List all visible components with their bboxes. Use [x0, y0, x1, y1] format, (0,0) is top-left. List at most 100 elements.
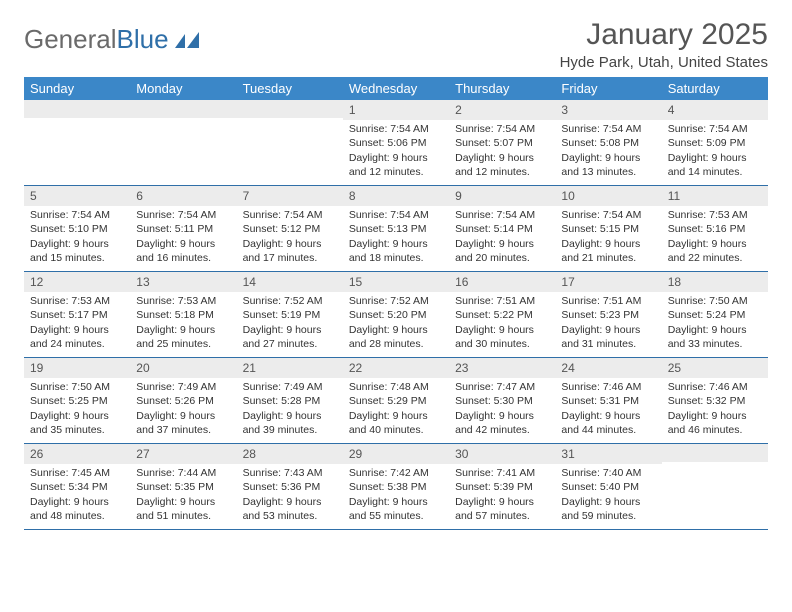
- day-line: Sunrise: 7:50 AM: [668, 294, 762, 308]
- day-line: and 59 minutes.: [561, 509, 655, 523]
- day-number: 22: [343, 358, 449, 378]
- day-line: Sunrise: 7:54 AM: [455, 122, 549, 136]
- day-line: Daylight: 9 hours: [136, 237, 230, 251]
- day-line: Sunset: 5:36 PM: [243, 480, 337, 494]
- day-header: Thursday: [449, 77, 555, 100]
- day-cell: 10Sunrise: 7:54 AMSunset: 5:15 PMDayligh…: [555, 186, 661, 271]
- day-number: 12: [24, 272, 130, 292]
- day-line: Sunrise: 7:53 AM: [30, 294, 124, 308]
- day-number: 14: [237, 272, 343, 292]
- week-row: 1Sunrise: 7:54 AMSunset: 5:06 PMDaylight…: [24, 100, 768, 186]
- logo: GeneralBlue: [24, 18, 201, 55]
- day-body: Sunrise: 7:53 AMSunset: 5:18 PMDaylight:…: [130, 292, 236, 355]
- day-cell: 4Sunrise: 7:54 AMSunset: 5:09 PMDaylight…: [662, 100, 768, 185]
- day-number: 2: [449, 100, 555, 120]
- day-line: Daylight: 9 hours: [455, 237, 549, 251]
- day-number: 28: [237, 444, 343, 464]
- day-line: Daylight: 9 hours: [561, 151, 655, 165]
- day-body: Sunrise: 7:50 AMSunset: 5:24 PMDaylight:…: [662, 292, 768, 355]
- day-number: 20: [130, 358, 236, 378]
- day-number: 19: [24, 358, 130, 378]
- day-line: and 53 minutes.: [243, 509, 337, 523]
- day-header-row: Sunday Monday Tuesday Wednesday Thursday…: [24, 77, 768, 100]
- day-line: Daylight: 9 hours: [243, 237, 337, 251]
- day-line: and 12 minutes.: [455, 165, 549, 179]
- day-body: Sunrise: 7:40 AMSunset: 5:40 PMDaylight:…: [555, 464, 661, 527]
- day-cell: [662, 444, 768, 529]
- day-line: Daylight: 9 hours: [455, 495, 549, 509]
- day-line: Sunrise: 7:54 AM: [30, 208, 124, 222]
- week-row: 5Sunrise: 7:54 AMSunset: 5:10 PMDaylight…: [24, 186, 768, 272]
- day-line: and 31 minutes.: [561, 337, 655, 351]
- day-line: Sunset: 5:17 PM: [30, 308, 124, 322]
- day-line: Daylight: 9 hours: [243, 323, 337, 337]
- day-cell: 8Sunrise: 7:54 AMSunset: 5:13 PMDaylight…: [343, 186, 449, 271]
- day-line: Sunrise: 7:54 AM: [136, 208, 230, 222]
- location: Hyde Park, Utah, United States: [560, 54, 768, 71]
- day-line: Sunrise: 7:54 AM: [243, 208, 337, 222]
- day-line: Sunset: 5:06 PM: [349, 136, 443, 150]
- day-line: Daylight: 9 hours: [455, 409, 549, 423]
- day-header: Tuesday: [237, 77, 343, 100]
- day-line: Sunrise: 7:49 AM: [136, 380, 230, 394]
- day-cell: 26Sunrise: 7:45 AMSunset: 5:34 PMDayligh…: [24, 444, 130, 529]
- day-line: and 18 minutes.: [349, 251, 443, 265]
- day-line: and 13 minutes.: [561, 165, 655, 179]
- month-title: January 2025: [560, 18, 768, 52]
- day-number: 6: [130, 186, 236, 206]
- day-body: Sunrise: 7:53 AMSunset: 5:17 PMDaylight:…: [24, 292, 130, 355]
- day-line: and 30 minutes.: [455, 337, 549, 351]
- day-body: Sunrise: 7:54 AMSunset: 5:09 PMDaylight:…: [662, 120, 768, 183]
- day-body: Sunrise: 7:54 AMSunset: 5:11 PMDaylight:…: [130, 206, 236, 269]
- day-cell: 24Sunrise: 7:46 AMSunset: 5:31 PMDayligh…: [555, 358, 661, 443]
- day-body: [237, 118, 343, 124]
- day-line: Sunrise: 7:50 AM: [30, 380, 124, 394]
- day-body: [24, 118, 130, 124]
- day-line: Sunrise: 7:53 AM: [136, 294, 230, 308]
- logo-sail-icon: [173, 30, 201, 50]
- day-line: Daylight: 9 hours: [561, 237, 655, 251]
- day-line: Sunset: 5:24 PM: [668, 308, 762, 322]
- day-header: Wednesday: [343, 77, 449, 100]
- day-line: Sunrise: 7:53 AM: [668, 208, 762, 222]
- day-cell: 2 Sunrise: 7:54 AMSunset: 5:07 PMDaylight…: [449, 100, 555, 185]
- day-line: Daylight: 9 hours: [349, 237, 443, 251]
- day-line: Sunset: 5:26 PM: [136, 394, 230, 408]
- day-body: Sunrise: 7:41 AMSunset: 5:39 PMDaylight:…: [449, 464, 555, 527]
- day-cell: 1Sunrise: 7:54 AMSunset: 5:06 PMDaylight…: [343, 100, 449, 185]
- day-line: Daylight: 9 hours: [455, 323, 549, 337]
- day-body: Sunrise: 7:42 AMSunset: 5:38 PMDaylight:…: [343, 464, 449, 527]
- day-body: Sunrise: 7:54 AMSunset: 5:10 PMDaylight:…: [24, 206, 130, 269]
- day-number: [662, 444, 768, 462]
- day-number: [237, 100, 343, 118]
- day-number: 26: [24, 444, 130, 464]
- day-line: Sunset: 5:34 PM: [30, 480, 124, 494]
- day-cell: 6Sunrise: 7:54 AMSunset: 5:11 PMDaylight…: [130, 186, 236, 271]
- day-cell: 15Sunrise: 7:52 AMSunset: 5:20 PMDayligh…: [343, 272, 449, 357]
- day-number: 5: [24, 186, 130, 206]
- day-cell: 3Sunrise: 7:54 AMSunset: 5:08 PMDaylight…: [555, 100, 661, 185]
- day-body: Sunrise: 7:51 AMSunset: 5:23 PMDaylight:…: [555, 292, 661, 355]
- header: GeneralBlue January 2025 Hyde Park, Utah…: [24, 18, 768, 71]
- day-line: Sunset: 5:10 PM: [30, 222, 124, 236]
- day-line: Daylight: 9 hours: [349, 495, 443, 509]
- day-line: and 39 minutes.: [243, 423, 337, 437]
- day-body: Sunrise: 7:54 AMSunset: 5:14 PMDaylight:…: [449, 206, 555, 269]
- day-number: [24, 100, 130, 118]
- day-header: Friday: [555, 77, 661, 100]
- day-line: and 14 minutes.: [668, 165, 762, 179]
- day-line: and 51 minutes.: [136, 509, 230, 523]
- day-body: Sunrise: 7:48 AMSunset: 5:29 PMDaylight:…: [343, 378, 449, 441]
- day-number: 10: [555, 186, 661, 206]
- day-line: Sunset: 5:13 PM: [349, 222, 443, 236]
- day-line: Daylight: 9 hours: [668, 237, 762, 251]
- day-line: Sunrise: 7:54 AM: [668, 122, 762, 136]
- day-line: Sunset: 5:07 PM: [455, 136, 549, 150]
- day-line: Daylight: 9 hours: [455, 151, 549, 165]
- day-line: and 46 minutes.: [668, 423, 762, 437]
- day-body: Sunrise: 7:54 AMSunset: 5:15 PMDaylight:…: [555, 206, 661, 269]
- day-line: Sunrise: 7:54 AM: [561, 208, 655, 222]
- day-line: Sunset: 5:09 PM: [668, 136, 762, 150]
- day-cell: 30Sunrise: 7:41 AMSunset: 5:39 PMDayligh…: [449, 444, 555, 529]
- day-body: Sunrise: 7:46 AMSunset: 5:32 PMDaylight:…: [662, 378, 768, 441]
